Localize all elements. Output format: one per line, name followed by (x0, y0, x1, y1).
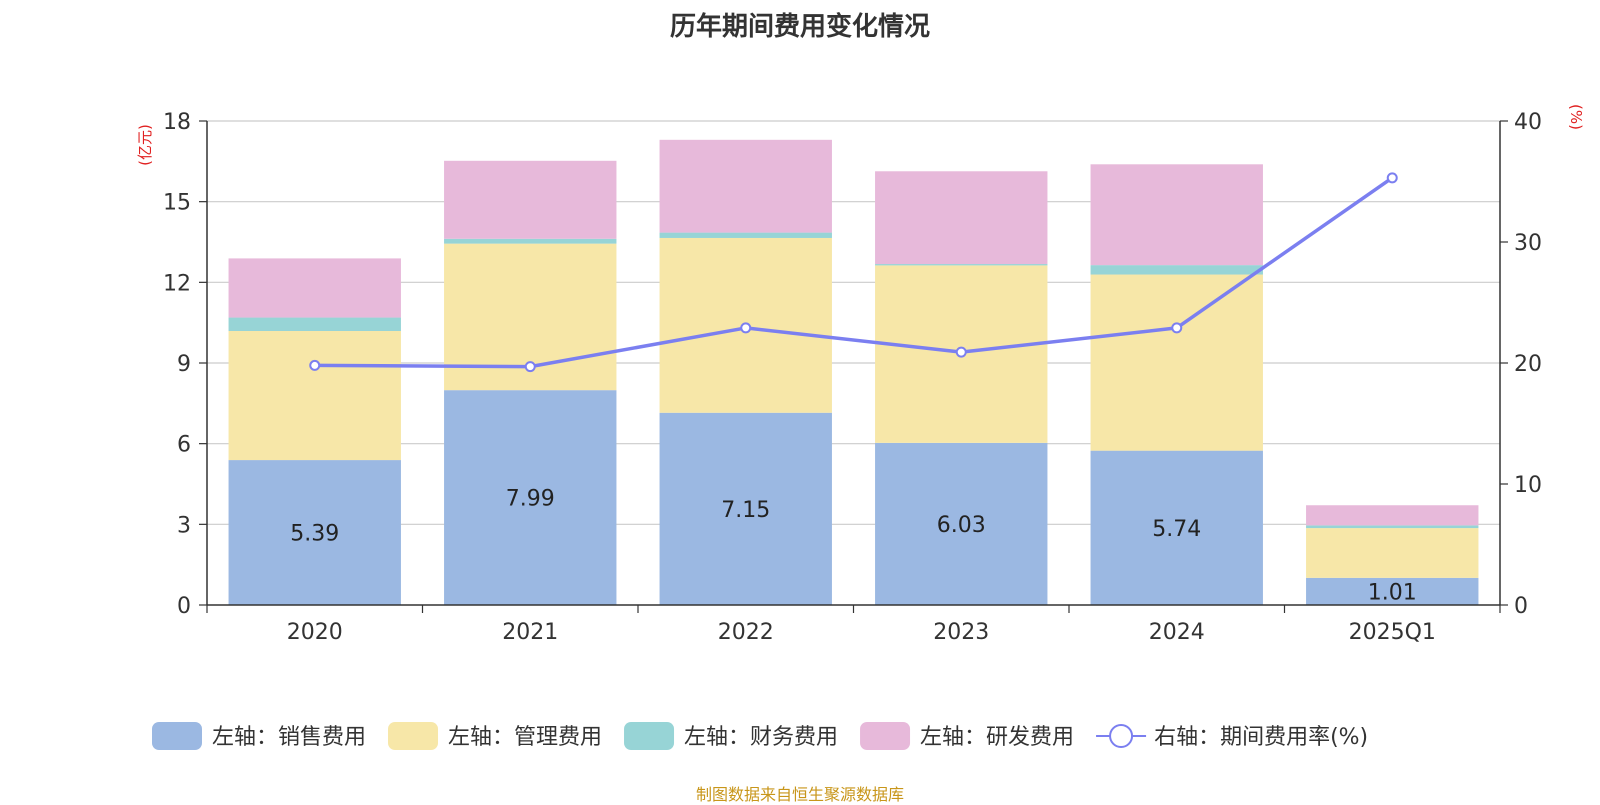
x-tick-label: 2023 (933, 620, 989, 645)
legend-swatch-4 (860, 722, 911, 750)
left-tick-label: 12 (163, 271, 191, 296)
x-tick-label: 2021 (502, 620, 558, 645)
left-tick-label: 18 (163, 110, 191, 135)
legend: 左轴：销售费用 左轴：管理费用 左轴：财务费用 左轴：研发费用 右轴：期间费用率(%) (152, 722, 1368, 750)
bar-segment-3 (875, 264, 1048, 266)
bar-segment-2 (1306, 528, 1479, 578)
bar-segment-1 (1306, 577, 1479, 605)
bar-segment-4 (444, 160, 617, 239)
bar-segment-3 (444, 238, 617, 244)
right-tick-label: 10 (1514, 473, 1542, 498)
rate-point (309, 359, 321, 371)
left-tick-label: 0 (177, 594, 191, 619)
legend-label: 右轴：期间费用率(%) (1154, 725, 1368, 750)
right-axis-unit: (%) (1567, 104, 1585, 130)
bar-segment-4 (1090, 164, 1263, 266)
rate-point (1171, 322, 1183, 334)
legend-swatch-3 (624, 722, 675, 750)
bar-segment-1 (228, 460, 401, 605)
bar-series (228, 139, 1479, 605)
bar-value-label: 7.99 (506, 487, 555, 512)
bar-segment-3 (659, 232, 832, 238)
x-tick-label: 2024 (1149, 620, 1205, 645)
legend-label: 左轴：销售费用 (212, 725, 366, 750)
legend-label: 左轴：财务费用 (684, 725, 838, 750)
right-tick-label: 30 (1514, 231, 1542, 256)
rate-point (955, 346, 967, 358)
legend-swatch-2 (388, 722, 439, 750)
bar-segment-1 (659, 412, 832, 605)
right-tick-label: 0 (1514, 594, 1528, 619)
left-tick-label: 9 (177, 352, 191, 377)
bar-segment-3 (1090, 265, 1263, 275)
bar-segment-1 (1090, 450, 1263, 605)
bar-segment-1 (875, 442, 1048, 605)
bar-segment-4 (659, 139, 832, 233)
bar-segment-4 (228, 258, 401, 318)
bar-segment-2 (228, 331, 401, 461)
left-tick-label: 15 (163, 191, 191, 216)
rate-point (524, 361, 536, 373)
right-tick-label: 20 (1514, 352, 1542, 377)
bar-value-label: 1.01 (1368, 580, 1417, 605)
x-tick-label: 2022 (718, 620, 774, 645)
bar-segment-4 (1306, 505, 1479, 526)
right-tick-label: 40 (1514, 110, 1542, 135)
bar-value-label: 6.03 (937, 513, 986, 538)
rate-line (314, 176, 1394, 369)
axes: 0 3 6 9 12 15 18 0 10 20 30 40 2020 2021 2022 2023 2024 2… (136, 104, 1585, 645)
bar-segment-2 (1090, 274, 1263, 451)
bar-segment-4 (875, 171, 1048, 265)
bar-value-label: 5.74 (1152, 517, 1201, 542)
left-axis-unit: (亿元) (136, 124, 154, 166)
bar-segment-3 (1306, 525, 1479, 529)
rate-line-series (309, 172, 1398, 373)
legend-circle-swatch (1109, 724, 1134, 748)
x-tick-label: 2025Q1 (1349, 620, 1436, 645)
left-tick-label: 6 (177, 433, 191, 458)
legend-swatch-1 (152, 722, 202, 750)
rate-point (740, 322, 752, 334)
left-tick-label: 3 (177, 513, 191, 538)
chart-title: 历年期间费用变化情况 (669, 12, 930, 42)
data-labels: 5.39 7.99 7.15 6.03 5.74 1.01 (290, 487, 1416, 606)
legend-label: 左轴：管理费用 (448, 725, 602, 750)
source-note: 制图数据来自恒生聚源数据库 (695, 785, 904, 804)
bar-value-label: 5.39 (290, 522, 339, 547)
rate-point (1386, 172, 1398, 184)
bar-value-label: 7.15 (721, 498, 770, 523)
bar-segment-3 (228, 317, 401, 332)
legend-label: 左轴：研发费用 (920, 725, 1074, 750)
bar-segment-1 (444, 390, 617, 605)
grid-lines (207, 120, 1500, 525)
x-tick-label: 2020 (287, 620, 343, 645)
